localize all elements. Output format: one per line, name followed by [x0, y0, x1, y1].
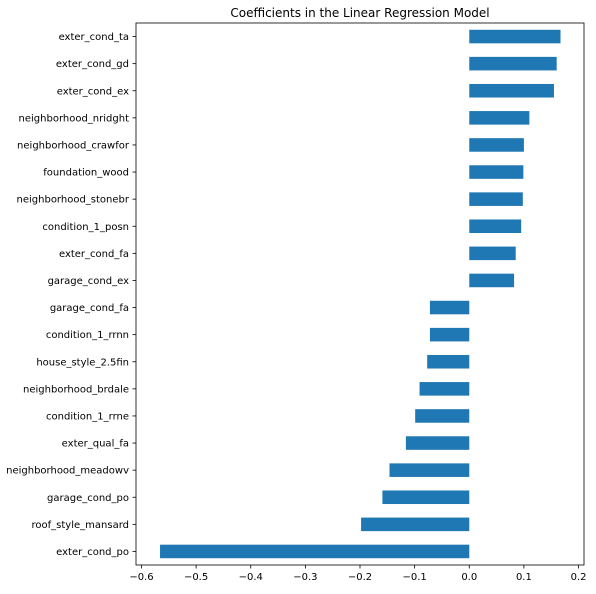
x-tick-label: 0.1 [516, 572, 532, 583]
x-tick-label: 0.0 [461, 572, 477, 583]
bar-condition_1_rrnn [430, 328, 469, 342]
bar-neighborhood_stonebr [469, 192, 523, 206]
bar-neighborhood_meadowv [390, 463, 470, 477]
x-tick-label: −0.3 [293, 572, 317, 583]
y-tick-label: garage_cond_po [47, 493, 129, 504]
bar-house_style_2.5fin [427, 355, 469, 369]
x-tick-label: 0.2 [571, 572, 587, 583]
x-axis-ticks: −0.6 −0.5 −0.4 −0.3 −0.2 −0.1 0.0 0.1 0.2 [129, 565, 586, 583]
y-tick-label: neighborhood_nridght [19, 113, 130, 124]
bar-roof_style_mansard [361, 518, 469, 532]
x-tick-label: −0.1 [402, 572, 426, 583]
bar-neighborhood_nridght [469, 111, 529, 125]
bar-exter_qual_fa [406, 436, 469, 450]
plot-frame [136, 23, 584, 565]
bar-garage_cond_fa [430, 301, 469, 315]
y-tick-label: neighborhood_crawfor [17, 140, 130, 151]
bar-foundation_wood [469, 165, 523, 179]
bar-exter_cond_gd [469, 57, 556, 71]
x-tick-label: −0.6 [129, 572, 153, 583]
y-tick-label: exter_cond_fa [59, 249, 129, 260]
y-tick-label: exter_cond_gd [56, 59, 129, 70]
bar-condition_1_rrne [415, 409, 469, 423]
y-tick-label: condition_1_rrne [46, 411, 129, 422]
bar-neighborhood_crawfor [469, 138, 524, 152]
bar-exter_cond_ex [469, 84, 554, 98]
bar-exter_cond_fa [469, 247, 515, 261]
y-tick-label: condition_1_rrnn [46, 330, 129, 341]
y-tick-label: exter_cond_ta [59, 32, 129, 43]
bars-group [160, 30, 560, 558]
y-tick-label: exter_cond_ex [57, 86, 129, 97]
bar-garage_cond_po [382, 490, 469, 504]
chart-title: Coefficients in the Linear Regression Mo… [230, 6, 489, 20]
y-tick-label: neighborhood_meadowv [6, 466, 129, 477]
y-tick-label: roof_style_mansard [32, 520, 129, 531]
y-tick-label: condition_1_posn [42, 222, 129, 233]
x-tick-label: −0.2 [348, 572, 372, 583]
x-tick-label: −0.5 [184, 572, 208, 583]
y-tick-label: exter_cond_po [56, 547, 129, 558]
y-tick-label: garage_cond_fa [50, 303, 129, 314]
x-tick-label: −0.4 [239, 572, 263, 583]
y-axis-ticks: exter_cond_ta exter_cond_gd exter_cond_exn… [6, 32, 136, 558]
bar-neighborhood_brdale [420, 382, 470, 396]
y-tick-label: neighborhood_brdale [23, 384, 129, 395]
bar-exter_cond_po [160, 545, 469, 559]
bar-condition_1_posn [469, 219, 521, 233]
y-tick-label: garage_cond_ex [48, 276, 129, 287]
y-tick-label: exter_qual_fa [62, 439, 129, 450]
bar-exter_cond_ta [469, 30, 560, 44]
y-tick-label: house_style_2.5fin [36, 357, 129, 368]
bar-garage_cond_ex [469, 274, 514, 288]
y-tick-label: neighborhood_stonebr [17, 195, 130, 206]
y-tick-label: foundation_wood [43, 168, 129, 179]
